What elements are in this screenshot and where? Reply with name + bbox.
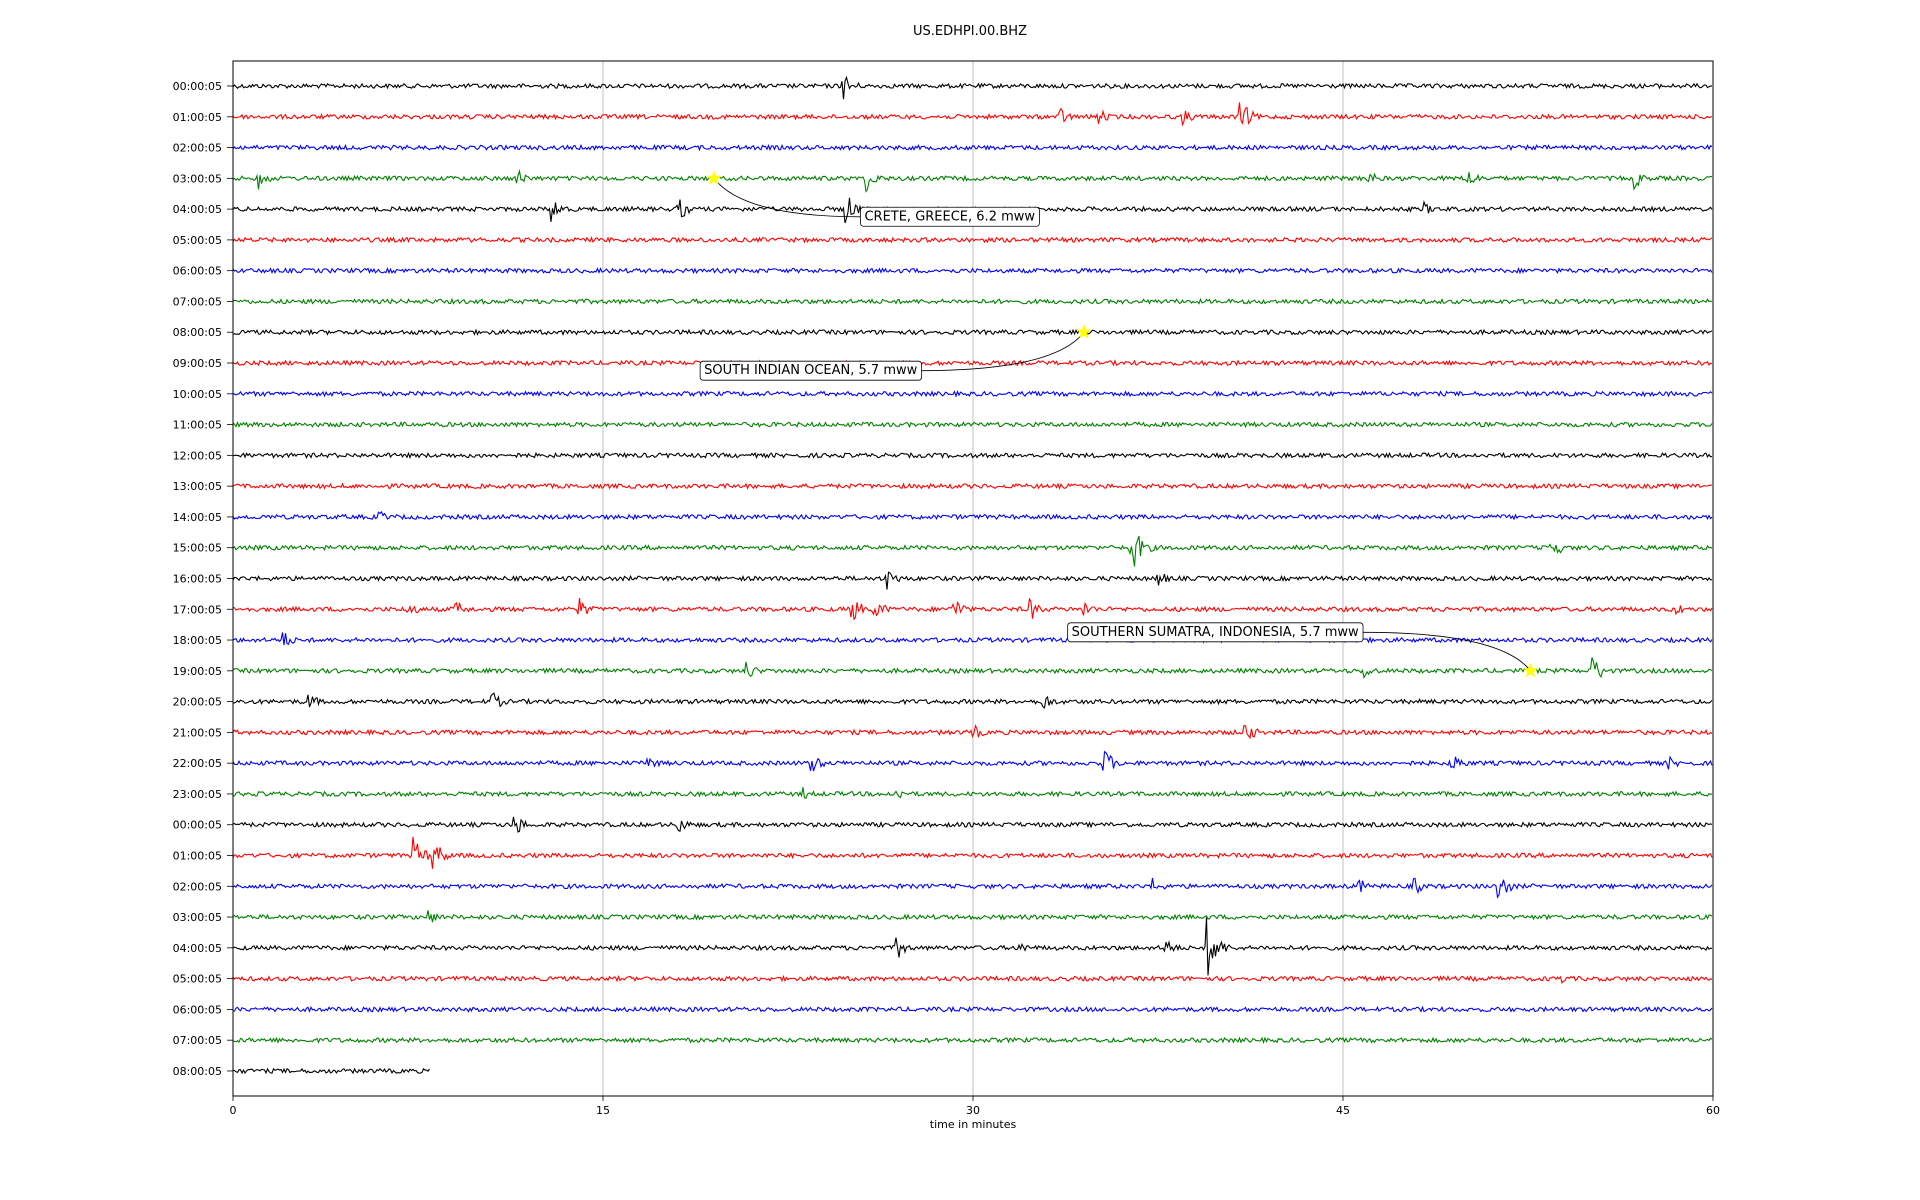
event-connector bbox=[921, 331, 1085, 372]
event-label-box bbox=[1067, 622, 1364, 643]
row-time-label: 02:00:05 bbox=[173, 880, 222, 893]
row-time-label: 06:00:05 bbox=[173, 265, 222, 278]
trace-row-26 bbox=[232, 877, 1713, 899]
trace-row-22 bbox=[232, 750, 1713, 772]
row-time-label: 04:00:05 bbox=[173, 203, 222, 216]
trace-row-8 bbox=[232, 328, 1713, 336]
row-time-label: 08:00:05 bbox=[173, 1065, 222, 1078]
trace-row-20 bbox=[232, 692, 1713, 709]
trace-row-14 bbox=[232, 510, 1713, 521]
event-label: SOUTH INDIAN OCEAN, 5.7 mww bbox=[704, 363, 918, 378]
chart-title: US.EDHPI.00.BHZ bbox=[913, 24, 1027, 39]
row-time-label: 06:00:05 bbox=[173, 1003, 222, 1016]
row-time-label: 07:00:05 bbox=[173, 1034, 222, 1047]
row-time-label: 08:00:05 bbox=[173, 326, 222, 339]
event-annotation: SOUTHERN SUMATRA, INDONESIA, 5.7 mww bbox=[1067, 622, 1539, 678]
row-time-label: 15:00:05 bbox=[173, 542, 222, 555]
trace-row-11 bbox=[232, 420, 1713, 429]
trace-row-13 bbox=[232, 482, 1713, 490]
row-time-label: 01:00:05 bbox=[173, 850, 222, 863]
row-time-label: 00:00:05 bbox=[173, 80, 222, 93]
trace-row-31 bbox=[232, 1036, 1713, 1044]
trace-row-28 bbox=[232, 917, 1713, 976]
event-connector bbox=[1363, 631, 1531, 672]
row-time-label: 07:00:05 bbox=[173, 295, 222, 308]
row-time-label: 21:00:05 bbox=[173, 726, 222, 739]
row-time-label: 01:00:05 bbox=[173, 111, 222, 124]
trace-row-17 bbox=[232, 598, 1713, 621]
trace-row-27 bbox=[232, 910, 1713, 923]
trace-row-18 bbox=[232, 632, 1713, 646]
row-time-label: 17:00:05 bbox=[173, 603, 222, 616]
trace-row-3 bbox=[232, 169, 1713, 193]
trace-row-16 bbox=[232, 571, 1713, 590]
x-axis-label: time in minutes bbox=[930, 1118, 1017, 1131]
x-tick-label: 30 bbox=[966, 1104, 980, 1117]
trace-row-9 bbox=[232, 359, 1713, 367]
row-time-label: 11:00:05 bbox=[173, 419, 222, 432]
trace-row-1 bbox=[232, 102, 1713, 127]
trace-row-6 bbox=[232, 267, 1713, 275]
trace-row-30 bbox=[233, 1005, 1713, 1013]
trace-row-21 bbox=[232, 723, 1713, 740]
row-time-label: 02:00:05 bbox=[173, 142, 222, 155]
row-time-label: 18:00:05 bbox=[173, 634, 222, 647]
row-time-label: 03:00:05 bbox=[173, 911, 222, 924]
trace-row-23 bbox=[232, 787, 1713, 800]
row-time-label: 23:00:05 bbox=[173, 788, 222, 801]
trace-row-5 bbox=[232, 236, 1713, 244]
x-tick-label: 60 bbox=[1706, 1104, 1720, 1117]
row-time-label: 09:00:05 bbox=[173, 357, 222, 370]
row-time-label: 22:00:05 bbox=[173, 757, 222, 770]
trace-row-15 bbox=[232, 535, 1713, 567]
event-star-marker bbox=[1076, 324, 1092, 339]
row-time-label: 05:00:05 bbox=[173, 973, 222, 986]
row-time-label: 10:00:05 bbox=[173, 388, 222, 401]
trace-row-19 bbox=[232, 657, 1713, 679]
trace-row-12 bbox=[232, 451, 1713, 460]
trace-row-10 bbox=[232, 390, 1713, 398]
row-time-label: 03:00:05 bbox=[173, 172, 222, 185]
x-axis-ticks: 0 15 30 45 60 bbox=[230, 1096, 1720, 1117]
event-annotation: SOUTH INDIAN OCEAN, 5.7 mww bbox=[699, 324, 1092, 381]
trace-row-24 bbox=[232, 816, 1713, 833]
x-tick-label: 45 bbox=[1336, 1104, 1350, 1117]
row-time-label: 00:00:05 bbox=[173, 819, 222, 832]
trace-row-7 bbox=[232, 297, 1713, 306]
row-time-label: 19:00:05 bbox=[173, 665, 222, 678]
trace-row-29 bbox=[232, 974, 1713, 984]
event-annotations: CRETE, GREECE, 6.2 mww SOUTH INDIAN OCEAN… bbox=[699, 170, 1539, 678]
row-time-label: 04:00:05 bbox=[173, 942, 222, 955]
event-label-box bbox=[699, 360, 923, 381]
row-time-labels: 00:00:05 01:00:05 02:00:05 03:00:05 04:00:05… bbox=[173, 80, 233, 1078]
x-tick-label: 0 bbox=[230, 1104, 237, 1117]
event-star-marker bbox=[706, 170, 722, 185]
row-time-label: 20:00:05 bbox=[173, 696, 222, 709]
trace-row-0 bbox=[232, 75, 1712, 100]
event-star-marker bbox=[1522, 662, 1539, 678]
event-connector bbox=[713, 178, 861, 218]
event-annotation: CRETE, GREECE, 6.2 mww bbox=[706, 170, 1040, 227]
trace-row-32 bbox=[232, 1067, 430, 1075]
trace-rows bbox=[232, 75, 1713, 1075]
row-time-label: 12:00:05 bbox=[173, 449, 222, 462]
row-time-label: 05:00:05 bbox=[173, 234, 222, 247]
event-label: CRETE, GREECE, 6.2 mww bbox=[864, 209, 1035, 224]
row-time-label: 14:00:05 bbox=[173, 511, 222, 524]
row-time-label: 16:00:05 bbox=[173, 572, 222, 585]
row-time-label: 13:00:05 bbox=[173, 480, 222, 493]
x-tick-label: 15 bbox=[596, 1104, 610, 1117]
trace-row-25 bbox=[232, 836, 1713, 869]
event-label: SOUTHERN SUMATRA, INDONESIA, 5.7 mww bbox=[1072, 625, 1359, 640]
trace-row-2 bbox=[232, 143, 1713, 152]
event-label-box bbox=[860, 206, 1040, 227]
